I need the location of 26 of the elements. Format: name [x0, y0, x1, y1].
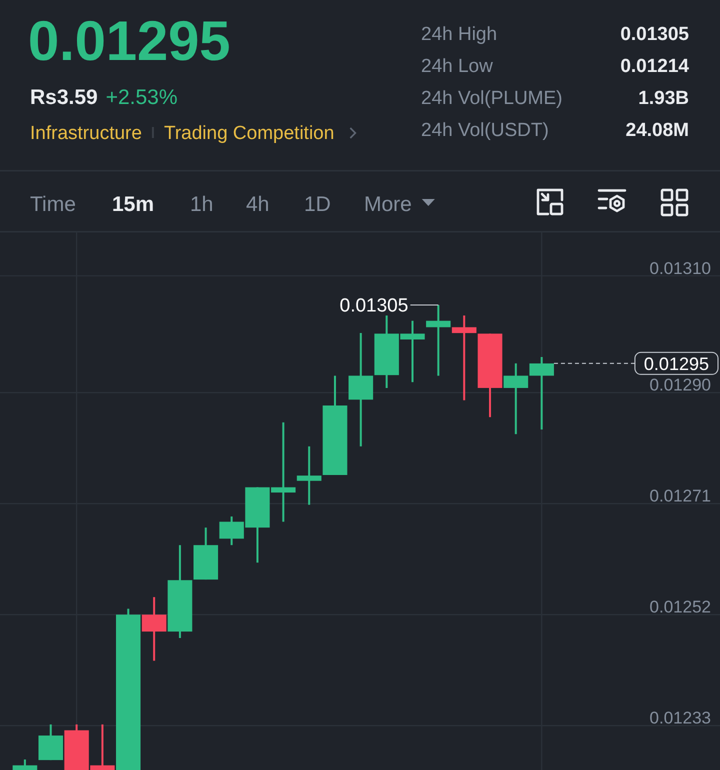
y-tick-label: 0.01310	[650, 258, 711, 278]
text: 1D	[304, 193, 331, 216]
text: Rs3.59	[30, 86, 98, 109]
text: Time	[30, 193, 76, 216]
y-tick-label: 0.01233	[650, 708, 711, 728]
y-tick-label: 0.01271	[650, 486, 711, 506]
text: 0.01295	[28, 9, 230, 72]
text: 24.08M	[626, 120, 689, 141]
text: 1.93B	[638, 88, 689, 109]
text: 0.01214	[620, 56, 690, 77]
text: 24h Vol(PLUME)	[421, 88, 563, 109]
y-tick-label: 0.01252	[650, 598, 711, 617]
text: 4h	[246, 193, 270, 216]
text: 15m	[112, 193, 154, 216]
text: 0.01305	[620, 24, 690, 45]
text: 24h High	[421, 24, 498, 45]
text: 24h Vol(USDT)	[421, 120, 549, 141]
text: 1h	[190, 193, 214, 216]
text: 24h Low	[421, 56, 494, 77]
text: More	[364, 193, 412, 216]
annotation: 0.01305	[340, 296, 408, 317]
text: Infrastructure	[30, 123, 142, 144]
text: +2.53%	[106, 86, 178, 109]
ref-line-label: 0.01295	[644, 354, 709, 374]
y-tick-label: 0.01290	[650, 376, 711, 395]
text: Trading Competition	[164, 123, 334, 144]
